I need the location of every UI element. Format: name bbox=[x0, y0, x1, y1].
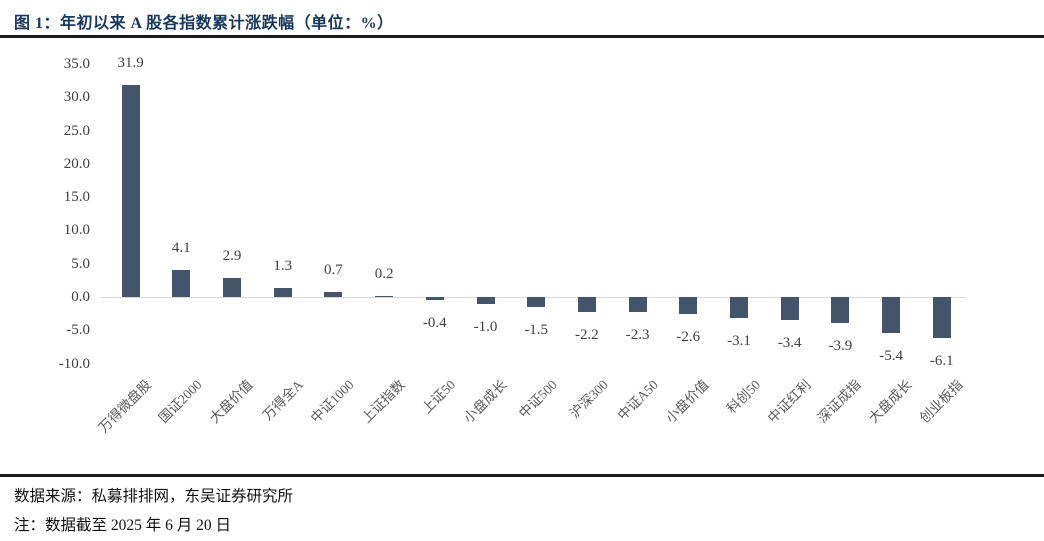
y-axis-tick-label: 25.0 bbox=[63, 122, 90, 139]
x-axis-category-label: 小盘成长 bbox=[460, 377, 510, 426]
bar-value-label: 31.9 bbox=[117, 54, 144, 71]
x-axis-category-label: 大盘价值 bbox=[206, 377, 256, 426]
x-axis-category-label: 万得全A bbox=[260, 377, 307, 424]
x-axis-category-label: 中证1000 bbox=[308, 377, 358, 426]
top-divider-line bbox=[0, 35, 1044, 38]
x-axis-category-label: 小盘价值 bbox=[663, 377, 712, 426]
x-axis-category-label: 万得微盘股 bbox=[95, 377, 155, 436]
figure-title: 图 1：年初以来 A 股各指数累计涨跌幅（单位：%） bbox=[14, 15, 394, 32]
bar bbox=[780, 297, 799, 320]
x-axis-category-label: 国证2000 bbox=[156, 377, 205, 426]
bar-value-label: -1.0 bbox=[473, 318, 498, 335]
x-axis-category-label: 中证A50 bbox=[615, 377, 662, 424]
bar bbox=[527, 297, 546, 307]
bar-value-label: -2.3 bbox=[625, 327, 650, 344]
x-axis-category-label: 创业板指 bbox=[916, 377, 966, 426]
y-axis-tick-label: 20.0 bbox=[63, 155, 90, 172]
y-axis-tick-label: 5.0 bbox=[71, 255, 90, 272]
bar bbox=[577, 297, 596, 312]
bar-value-label: 0.7 bbox=[324, 262, 343, 279]
data-note-text: 注：数据截至 2025 年 6 月 20 日 bbox=[14, 517, 232, 534]
bar bbox=[375, 295, 394, 297]
bar bbox=[273, 288, 292, 297]
x-axis-category-label: 上证指数 bbox=[358, 377, 408, 426]
bar bbox=[425, 297, 444, 300]
bar-value-label: 4.1 bbox=[171, 239, 191, 256]
bar-value-label: -2.2 bbox=[575, 326, 599, 343]
x-axis-category-label: 上证50 bbox=[419, 377, 459, 417]
bar-chart: 35.0 30.0 25.0 20.0 15.0 10.0 5.0 0.0 -5.0 -10.0 3… bbox=[0, 40, 1044, 470]
data-source-text: 数据来源：私募排排网，东吴证券研究所 bbox=[14, 488, 294, 505]
x-axis-category-label: 沪深300 bbox=[566, 377, 611, 422]
bar-value-label: -3.1 bbox=[727, 332, 751, 349]
bar-value-label: -3.4 bbox=[777, 334, 802, 351]
y-axis-tick-label: 10.0 bbox=[63, 222, 90, 239]
y-axis-tick-label: -10.0 bbox=[58, 355, 90, 372]
bottom-divider-line bbox=[0, 474, 1044, 477]
bar bbox=[730, 297, 748, 318]
bar bbox=[882, 297, 901, 333]
x-axis-category-label: 中证红利 bbox=[764, 377, 814, 426]
bar-value-label: -3.9 bbox=[828, 337, 853, 354]
bar-value-label: 1.3 bbox=[273, 258, 293, 275]
y-axis-tick-label: -5.0 bbox=[66, 322, 90, 339]
bar-value-label: -1.5 bbox=[524, 321, 549, 338]
bar bbox=[121, 84, 140, 297]
bar-value-label: -5.4 bbox=[879, 347, 903, 364]
bar-value-label: -0.4 bbox=[422, 314, 447, 331]
bar-value-label: 0.2 bbox=[374, 265, 394, 282]
bar bbox=[476, 297, 495, 304]
y-axis-tick-label: 35.0 bbox=[63, 55, 90, 72]
bar-value-label: -6.1 bbox=[929, 352, 954, 369]
x-axis-category-label: 科创50 bbox=[723, 377, 763, 417]
x-axis-category-label: 深证成指 bbox=[815, 377, 865, 426]
bar-value-label: 2.9 bbox=[222, 247, 242, 264]
bar-value-label: -2.6 bbox=[676, 329, 701, 346]
bar bbox=[223, 277, 241, 297]
bar bbox=[324, 292, 343, 297]
bar bbox=[831, 297, 850, 323]
y-axis-tick-label: 30.0 bbox=[63, 89, 90, 106]
x-axis-category-label: 中证500 bbox=[515, 377, 560, 422]
bar bbox=[679, 297, 698, 315]
y-axis-tick-label: 0.0 bbox=[71, 289, 90, 305]
bar bbox=[172, 269, 191, 297]
bar bbox=[932, 297, 951, 338]
x-axis-category-label: 大盘成长 bbox=[865, 377, 915, 426]
bar bbox=[628, 297, 647, 313]
y-axis-tick-label: 15.0 bbox=[63, 189, 90, 206]
